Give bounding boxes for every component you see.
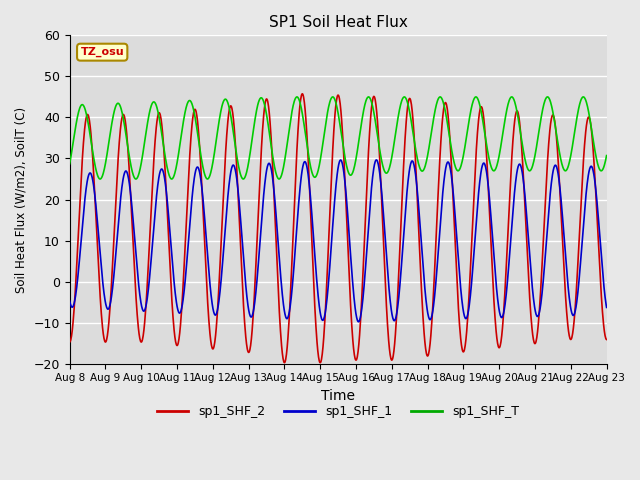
Title: SP1 Soil Heat Flux: SP1 Soil Heat Flux <box>269 15 408 30</box>
Y-axis label: Soil Heat Flux (W/m2), SoilT (C): Soil Heat Flux (W/m2), SoilT (C) <box>15 107 28 293</box>
X-axis label: Time: Time <box>321 389 355 403</box>
Legend: sp1_SHF_2, sp1_SHF_1, sp1_SHF_T: sp1_SHF_2, sp1_SHF_1, sp1_SHF_T <box>152 400 524 423</box>
Text: TZ_osu: TZ_osu <box>81 47 124 57</box>
